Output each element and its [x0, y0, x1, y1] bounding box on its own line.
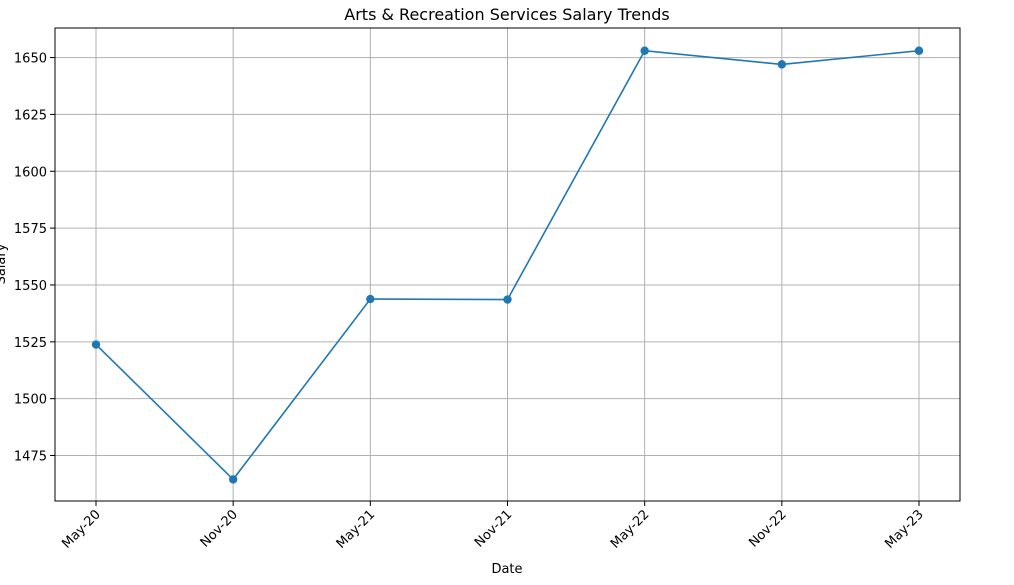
y-tick-label: 1575	[14, 222, 47, 237]
data-point	[777, 60, 787, 69]
x-axis-label: Date	[491, 562, 522, 577]
chart-title: Arts & Recreation Services Salary Trends	[344, 5, 669, 24]
series-layer	[91, 46, 924, 484]
y-tick-label: 1550	[14, 279, 47, 294]
x-tick-label: May-22	[608, 507, 652, 551]
y-tick-label: 1525	[14, 336, 47, 351]
x-tick-label: May-21	[334, 507, 378, 551]
data-point	[640, 46, 649, 55]
x-tick-label: May-23	[882, 507, 926, 551]
grid-lines	[55, 28, 960, 501]
x-tick-label: Nov-22	[746, 507, 789, 550]
y-tick-label: 1625	[14, 108, 47, 123]
data-point	[914, 46, 924, 55]
data-point	[366, 294, 375, 304]
x-tick-label: Nov-21	[472, 507, 515, 550]
x-tick-label: May-20	[59, 507, 103, 551]
y-tick-label: 1600	[14, 165, 47, 180]
y-tick-label: 1500	[14, 393, 47, 408]
data-point	[228, 475, 238, 484]
x-axis: May-20 Nov-20 May-21 Nov-21 May-22 Nov-22 May-…	[59, 501, 927, 552]
x-tick-label: Nov-20	[198, 507, 241, 550]
data-point	[91, 340, 101, 349]
y-axis-label: Salary	[0, 243, 9, 284]
data-point	[503, 295, 512, 304]
y-tick-label: 1475	[14, 450, 47, 465]
y-tick-label: 1650	[14, 52, 47, 67]
y-axis: 1475 1500 1525 1550 1575 1600 1625 1650	[14, 52, 55, 465]
